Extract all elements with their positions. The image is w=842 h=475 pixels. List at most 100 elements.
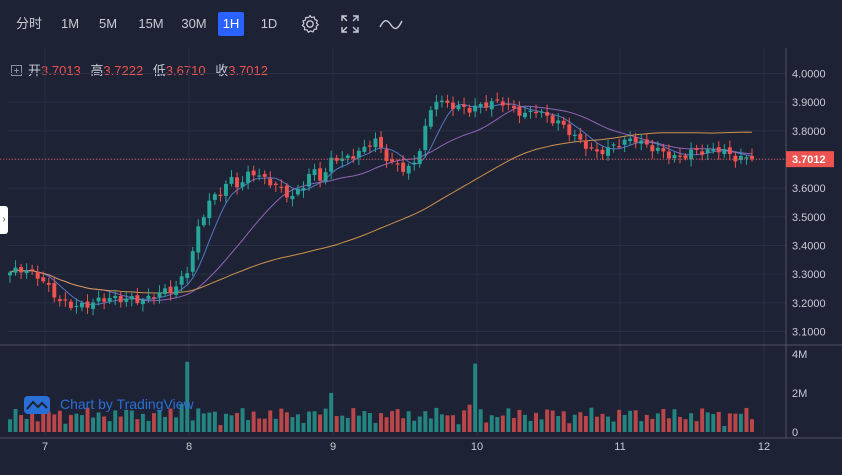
volume-bar (190, 420, 195, 432)
volume-bar (722, 425, 727, 432)
time-tick-label: 8 (186, 441, 192, 453)
candle-body (146, 295, 151, 299)
volume-bar (218, 425, 223, 432)
volume-bar (8, 419, 12, 432)
candle-body (550, 115, 555, 124)
interval-15m-button[interactable]: 15M (138, 16, 164, 31)
volume-bar (223, 413, 228, 432)
volume-bar (340, 415, 345, 432)
volume-bar (279, 408, 284, 432)
price-tick-label: 4.0000 (792, 68, 826, 80)
volume-bar (489, 415, 494, 432)
candle-body (622, 139, 627, 145)
candle-body (678, 155, 682, 157)
volume-bar (622, 414, 627, 432)
volume-bar (268, 410, 273, 432)
price-tick-label: 3.4000 (792, 241, 826, 253)
volume-bar (578, 412, 583, 432)
volume-bar (246, 420, 251, 432)
volume-bar (522, 414, 527, 432)
volume-bar (41, 409, 46, 432)
volume-bar (678, 416, 682, 432)
tradingview-watermark[interactable]: Chart by TradingView (24, 396, 194, 415)
volume-bar (545, 409, 550, 432)
volume-bar (738, 413, 743, 432)
candle-body (312, 169, 317, 176)
volume-bar (617, 409, 622, 432)
volume-bar (390, 411, 395, 432)
candle-body (151, 297, 156, 299)
candle-body (8, 272, 12, 276)
candle-body (722, 149, 727, 155)
interval-1h-button[interactable]: 1H (218, 12, 244, 36)
volume-bar (683, 419, 688, 432)
interval-5m-button[interactable]: 5M (98, 16, 118, 31)
volume-group (8, 361, 754, 432)
volume-bar (334, 416, 339, 432)
volume-bar (107, 421, 112, 432)
interval-1d-button[interactable]: 1D (260, 16, 278, 31)
candle-body (251, 170, 256, 176)
candle-body (273, 183, 278, 186)
volume-bar (229, 415, 234, 432)
volume-bar (24, 418, 29, 432)
candle-body (229, 176, 234, 184)
volume-bar (373, 422, 378, 432)
candle-body (567, 124, 572, 135)
volume-bar (561, 411, 566, 432)
candle-body (462, 104, 467, 107)
volume-bar (705, 412, 710, 432)
volume-bar (362, 411, 367, 432)
candle-body (74, 305, 79, 308)
candles-group (8, 92, 754, 316)
volume-bar (495, 417, 500, 432)
volume-bar (611, 421, 616, 432)
candle-body (235, 177, 240, 188)
volume-bar (102, 416, 107, 432)
volume-bar (639, 421, 644, 432)
chart-style-wave-icon[interactable] (378, 12, 404, 36)
volume-bar (628, 410, 633, 432)
fullscreen-icon[interactable] (338, 12, 362, 36)
price-tick-label: 3.8000 (792, 126, 826, 138)
volume-bar (572, 414, 577, 432)
candle-body (406, 165, 411, 174)
volume-bar (478, 409, 483, 432)
volume-bar (163, 416, 168, 432)
volume-tick-label: 0 (792, 427, 798, 439)
volume-bar (329, 392, 334, 432)
candle-body (129, 296, 134, 300)
candle-body (572, 134, 577, 136)
interval-1m-button[interactable]: 1M (60, 16, 80, 31)
volume-bar (273, 418, 278, 432)
candle-body (633, 137, 638, 143)
collapse-panel-handle[interactable]: › (0, 206, 8, 234)
settings-gear-icon[interactable] (298, 12, 322, 36)
candle-body (318, 168, 323, 181)
volume-bar (445, 415, 450, 432)
candle-body (190, 251, 195, 272)
interval-30m-button[interactable]: 30M (181, 16, 207, 31)
candle-body (135, 295, 140, 304)
candle-body (412, 162, 417, 165)
candle-body (13, 267, 18, 273)
price-tick-label: 3.1000 (792, 327, 826, 339)
expand-legend-icon[interactable] (11, 65, 22, 76)
volume-bar (157, 409, 162, 432)
candle-body (511, 105, 516, 109)
interval-fenshi-button[interactable]: 分时 (15, 16, 42, 31)
candle-body (157, 292, 162, 298)
volume-bar (606, 416, 611, 432)
candle-body (323, 172, 328, 182)
time-tick-label: 12 (758, 441, 770, 453)
volume-bar (456, 424, 461, 432)
candle-body (733, 155, 738, 162)
volume-bar (744, 407, 749, 432)
volume-bar (345, 417, 350, 432)
candle-body (96, 297, 101, 302)
candle-body (168, 286, 173, 294)
volume-bar (30, 414, 35, 432)
volume-bar (451, 415, 455, 432)
candle-body (279, 186, 284, 188)
